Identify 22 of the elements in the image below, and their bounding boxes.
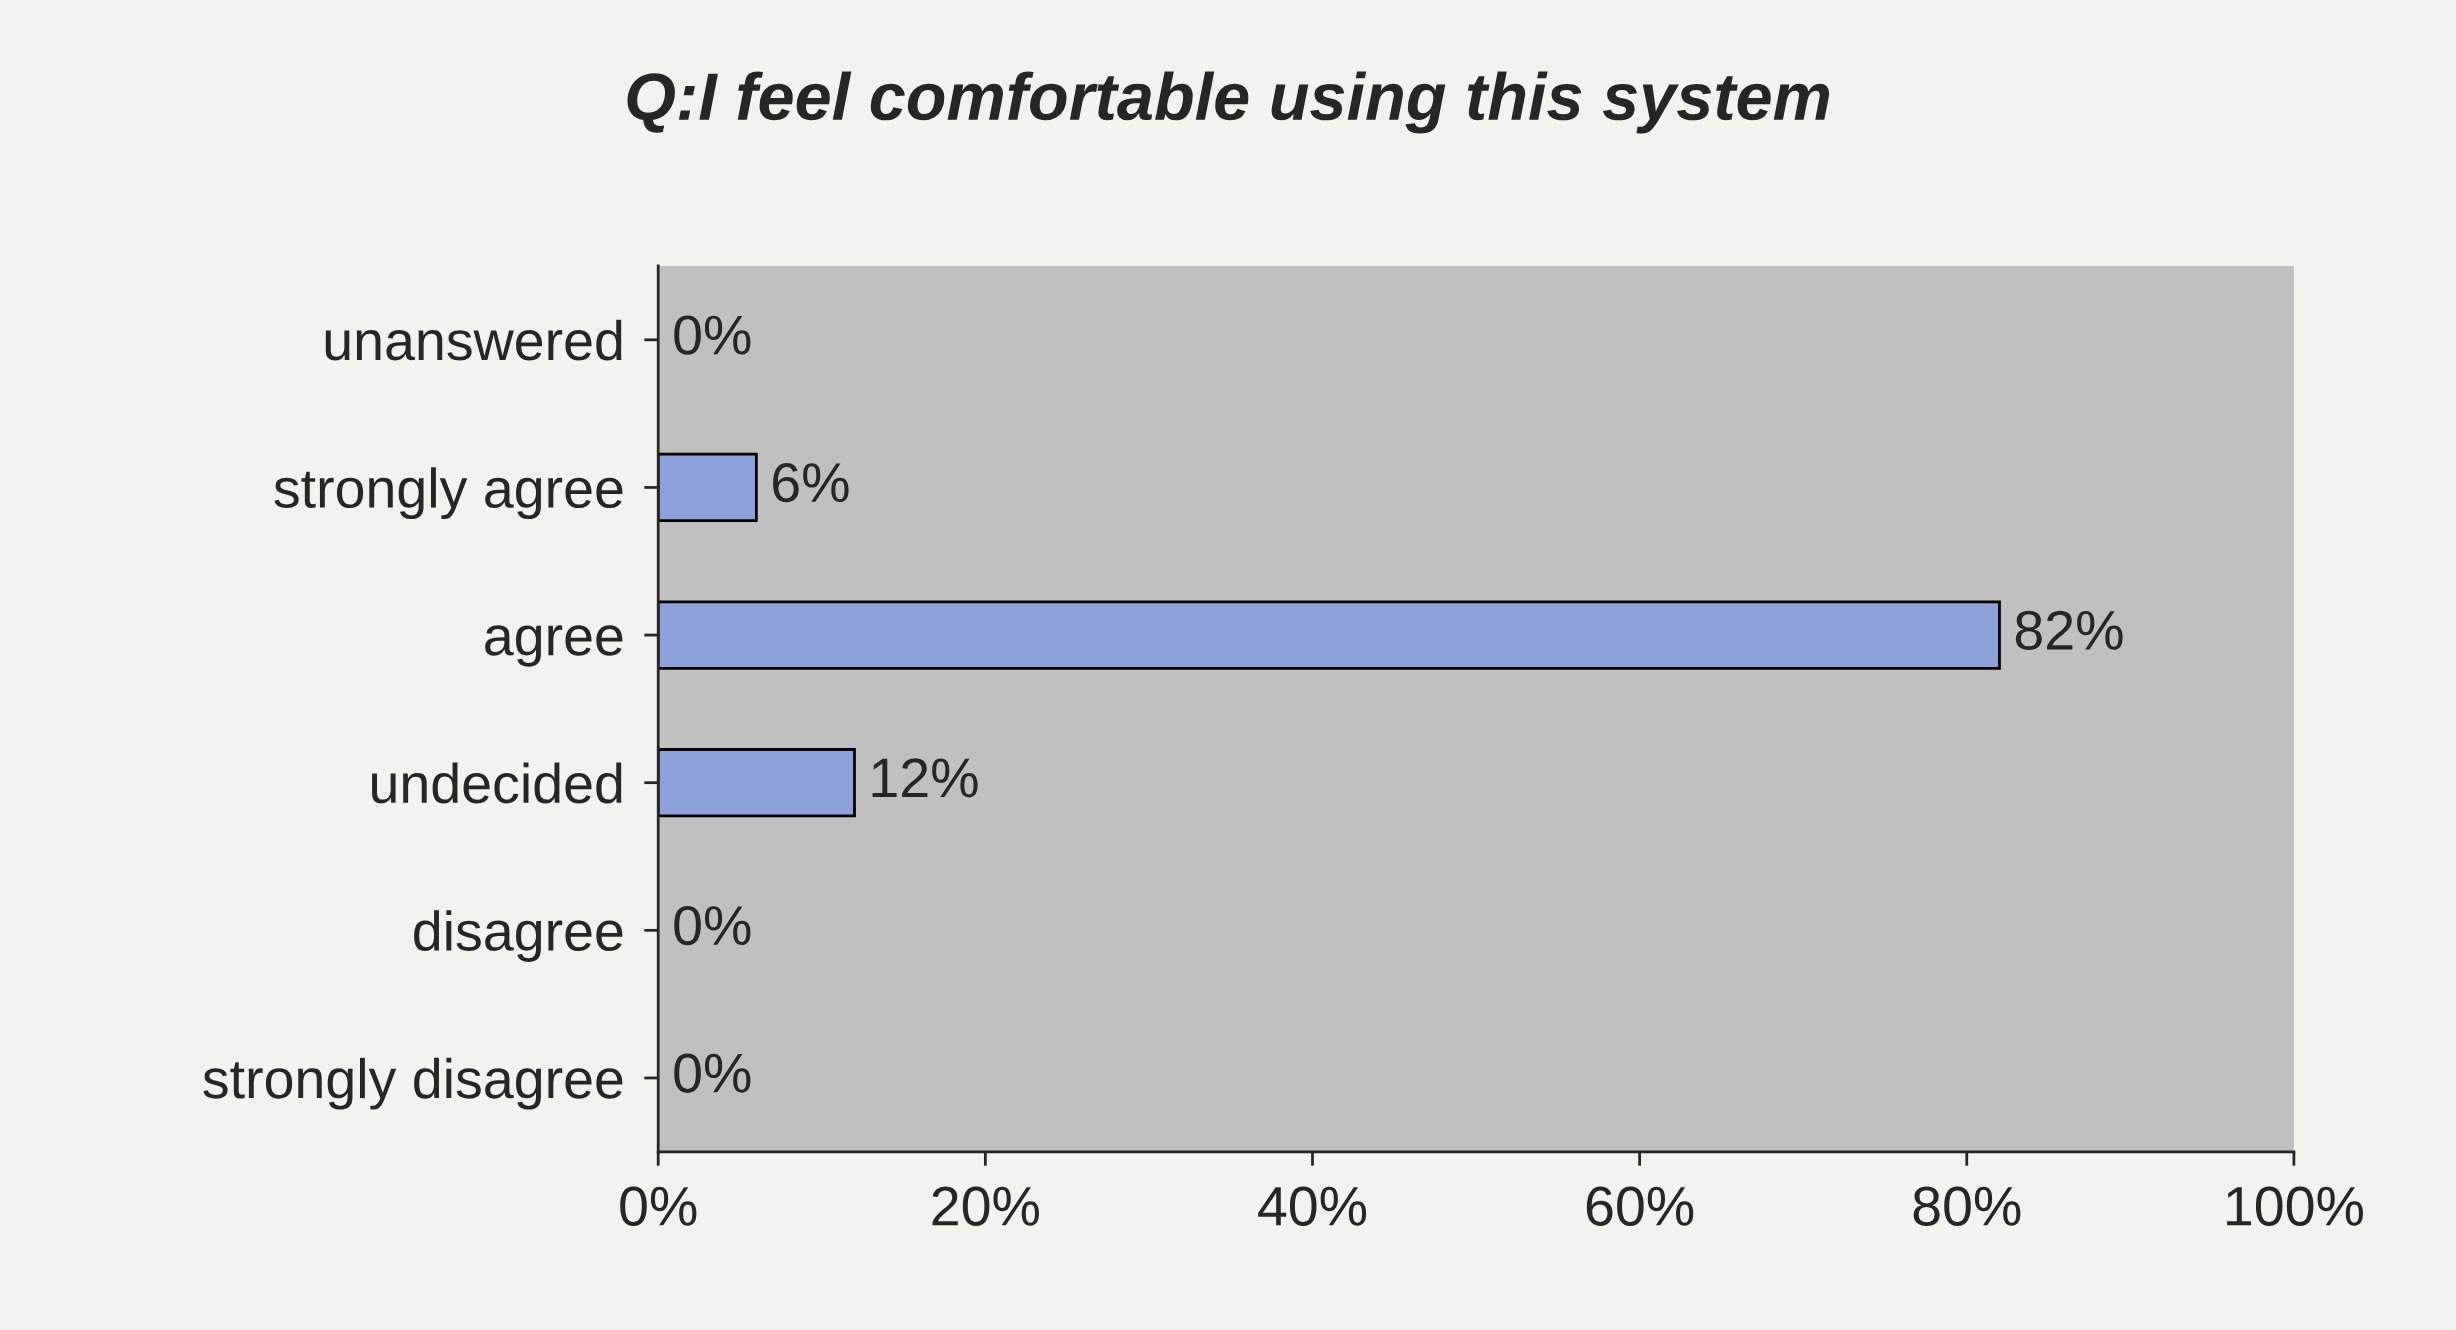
data-label: 0% [674, 905, 751, 946]
x-tick-label: 0% [620, 1186, 697, 1226]
bar [658, 452, 758, 523]
x-tick-label: 80% [1913, 1186, 2021, 1226]
x-tick-label: 100% [2227, 1186, 2363, 1226]
data-label: 6% [773, 463, 849, 503]
chart-title: Q:I feel comfortable using this system [627, 71, 1830, 134]
data-label: 0% [674, 315, 751, 355]
y-tick-label: strongly agree [274, 467, 623, 520]
bar [658, 600, 2001, 670]
x-tick-label: 40% [1258, 1186, 1367, 1226]
data-label: 0% [674, 1053, 751, 1093]
data-label: 12% [872, 758, 978, 798]
data-label: 82% [2015, 610, 2123, 650]
y-tick-label: agree [485, 625, 623, 667]
y-tick-label: unanswered [325, 319, 622, 361]
bar [658, 748, 856, 818]
y-tick-label: strongly disagree [203, 1057, 623, 1110]
x-tick-label: 60% [1586, 1186, 1694, 1226]
y-tick-label: undecided [372, 762, 622, 804]
x-tick-label: 20% [932, 1186, 1039, 1226]
y-tick-label: disagree [414, 910, 623, 962]
